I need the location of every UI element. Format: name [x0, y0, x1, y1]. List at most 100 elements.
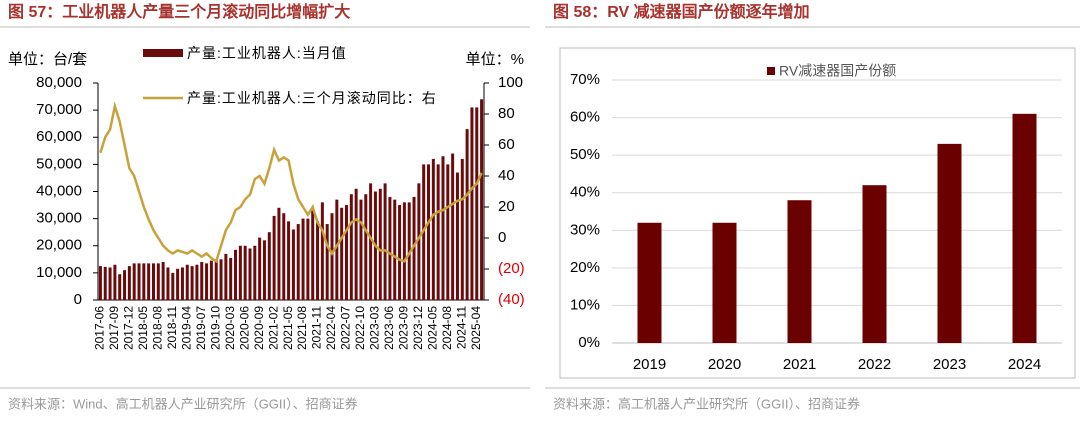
source-note: 资料来源：高工机器人产业研究所（GGII）、招商证券	[553, 396, 860, 411]
source-note: 资料来源：Wind、高工机器人产业研究所（GGII）、招商证券	[8, 396, 358, 411]
y-tick-label: 20,000	[36, 237, 82, 254]
y-tick-label: 10%	[570, 296, 600, 313]
y-tick-label: 60%	[570, 109, 600, 126]
y-tick-label: 0%	[578, 334, 600, 351]
bar	[393, 199, 397, 300]
bar	[176, 268, 180, 300]
bar	[475, 107, 479, 300]
bar	[200, 262, 204, 300]
bar	[156, 263, 160, 300]
y-tick-label: 10,000	[36, 264, 82, 281]
bar	[465, 129, 469, 300]
y-tick-label: 60,000	[36, 128, 82, 145]
y-tick-label: 0	[74, 291, 82, 308]
x-tick-label: 2020	[708, 356, 741, 373]
x-tick-label: 2022-04	[324, 306, 338, 350]
bar	[108, 267, 112, 300]
bar	[862, 185, 887, 343]
x-tick-label: 2020-06	[237, 306, 251, 350]
bar	[147, 263, 151, 300]
bar	[436, 164, 440, 300]
bar	[369, 183, 373, 300]
legend-label: 产量:工业机器人:当月值	[187, 45, 347, 61]
bar	[277, 207, 281, 300]
legend-box: 产量:工业机器人:三个月滚动同比：右	[187, 90, 436, 106]
x-tick-label: 2023-06	[382, 306, 396, 350]
line	[99, 101, 483, 264]
bar	[98, 266, 102, 300]
bar	[282, 213, 286, 300]
bar	[238, 245, 242, 300]
bar	[325, 224, 329, 300]
x-tick-label: 2021-05	[281, 306, 295, 350]
x-tick-label: 2017-09	[107, 306, 121, 350]
bar	[180, 267, 184, 300]
y-unit: 单位：台/套	[8, 51, 87, 68]
bar	[229, 257, 233, 300]
x-tick-label: 2018-05	[136, 306, 150, 350]
legend-swatch	[767, 67, 775, 75]
y-tick-label: 70,000	[36, 101, 82, 118]
bar	[214, 259, 218, 300]
x-tick-label: 2024-05	[426, 306, 440, 350]
bar	[335, 199, 339, 300]
bar	[219, 259, 223, 300]
bar	[470, 107, 474, 300]
bar	[258, 237, 262, 300]
bar	[142, 263, 146, 300]
x-tick-label: 2024	[1008, 356, 1041, 373]
bar	[427, 164, 431, 300]
bar	[224, 253, 228, 300]
bar	[316, 221, 320, 300]
bar	[364, 194, 368, 300]
bar	[480, 99, 484, 301]
bar	[398, 205, 402, 300]
y2-tick-label: 40	[498, 167, 515, 184]
bar	[412, 196, 416, 300]
x-tick-label: 2024-11	[454, 306, 468, 349]
bar	[417, 183, 421, 300]
x-tick-label: 2022-07	[339, 306, 353, 350]
legend-label: RV减速器国产份额	[779, 63, 896, 79]
x-tick-label: 2019-07	[194, 306, 208, 350]
bar	[637, 222, 662, 343]
bar	[296, 224, 300, 300]
bar	[267, 232, 271, 300]
x-tick-label: 2023-09	[397, 306, 411, 350]
y2-tick-label: 60	[498, 136, 515, 153]
bar	[354, 188, 358, 300]
bar	[378, 188, 382, 300]
bar	[291, 229, 295, 300]
bar	[190, 266, 194, 300]
bar	[253, 245, 257, 300]
bar	[460, 158, 464, 300]
bar	[311, 210, 315, 300]
bar	[127, 266, 131, 300]
x-tick-label: 2024-08	[440, 306, 454, 350]
x-tick-label: 2022-10	[353, 306, 367, 350]
bar	[113, 264, 117, 300]
bar	[402, 202, 406, 300]
bar	[344, 205, 348, 300]
bar	[455, 172, 459, 300]
bar	[195, 264, 199, 300]
y2-unit: 单位：%	[466, 51, 524, 68]
y-tick-label: 80,000	[36, 74, 82, 91]
bar	[1012, 113, 1037, 343]
x-tick-label: 2019	[633, 356, 666, 373]
x-tick-label: 2018-11	[165, 306, 179, 349]
bar	[937, 143, 962, 343]
y2-tick-label: (40)	[498, 291, 525, 308]
bar	[451, 153, 455, 300]
bar	[340, 207, 344, 300]
y-tick-label: 40%	[570, 184, 600, 201]
x-tick-label: 2020-03	[223, 306, 237, 350]
bar	[166, 267, 170, 300]
y-tick-label: 20%	[570, 259, 600, 276]
bar	[185, 264, 189, 300]
bar	[151, 263, 155, 300]
y-tick-label: 50%	[570, 146, 600, 163]
x-tick-label: 2021-02	[266, 306, 280, 350]
y-tick-label: 50,000	[36, 155, 82, 172]
